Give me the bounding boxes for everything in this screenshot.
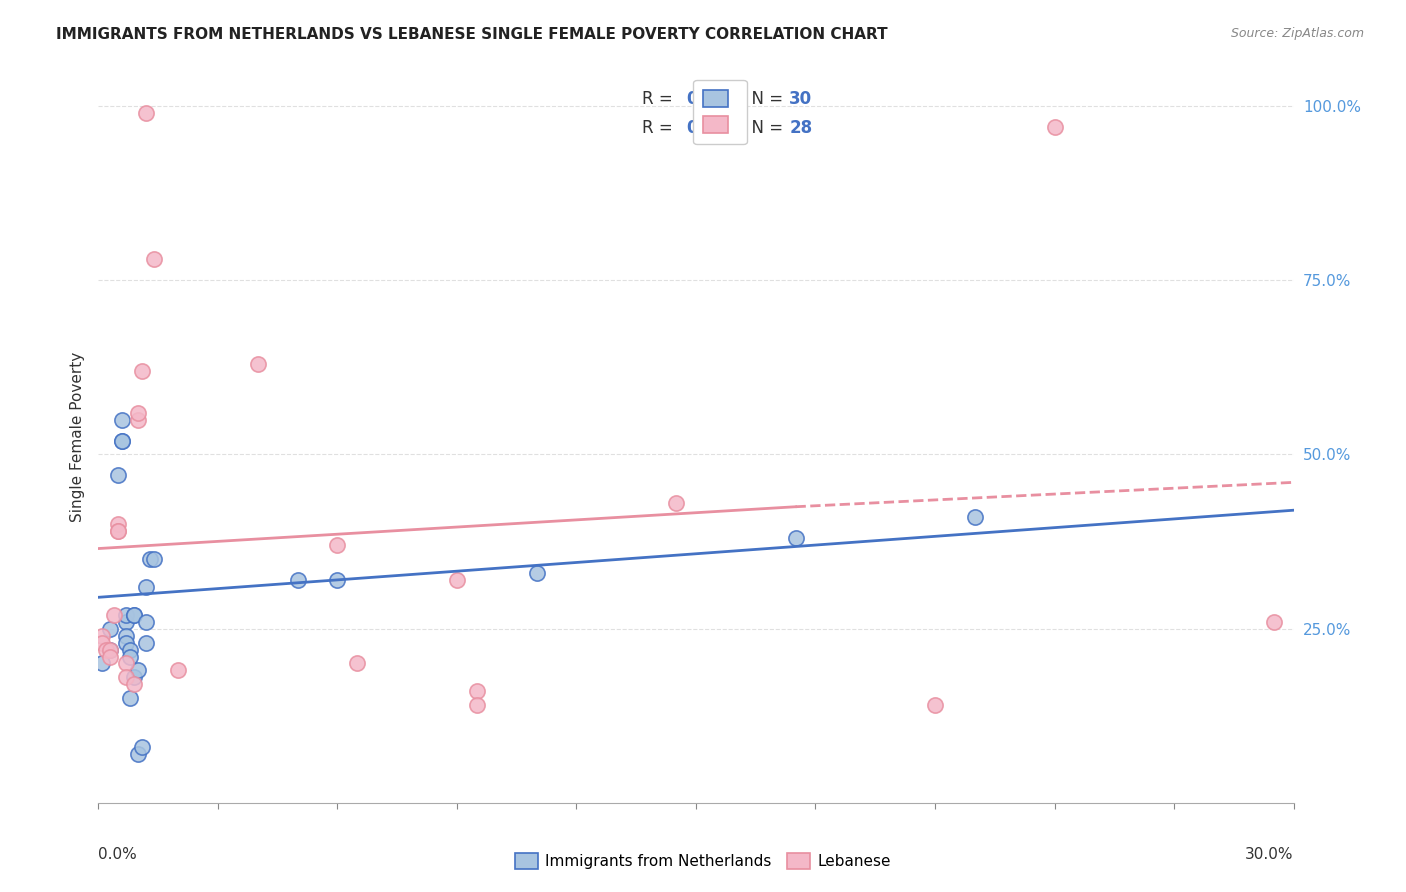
- Text: 0.0%: 0.0%: [98, 847, 138, 862]
- Immigrants from Netherlands: [100, 642, 122, 657]
- Immigrants from Netherlands: [785, 531, 807, 545]
- Lebanese: [124, 677, 146, 691]
- Immigrants from Netherlands: [124, 607, 146, 622]
- Lebanese: [115, 657, 138, 671]
- Lebanese: [115, 670, 138, 684]
- Immigrants from Netherlands: [326, 573, 349, 587]
- Lebanese: [167, 664, 190, 678]
- Text: 28: 28: [789, 119, 813, 136]
- Legend: , : ,: [693, 79, 747, 145]
- Immigrants from Netherlands: [963, 510, 986, 524]
- Immigrants from Netherlands: [100, 622, 122, 636]
- Lebanese: [346, 657, 368, 671]
- Lebanese: [100, 642, 122, 657]
- Y-axis label: Single Female Poverty: Single Female Poverty: [69, 352, 84, 522]
- Lebanese: [924, 698, 946, 713]
- Lebanese: [1263, 615, 1285, 629]
- Lebanese: [665, 496, 688, 510]
- Lebanese: [246, 357, 269, 371]
- Text: N =: N =: [741, 90, 783, 108]
- Text: N =: N =: [741, 119, 783, 136]
- Text: 0.151: 0.151: [686, 90, 738, 108]
- Immigrants from Netherlands: [526, 566, 548, 580]
- Lebanese: [1043, 120, 1066, 134]
- Lebanese: [91, 635, 114, 649]
- Text: 30.0%: 30.0%: [1246, 847, 1294, 862]
- Immigrants from Netherlands: [111, 412, 134, 426]
- Immigrants from Netherlands: [111, 434, 134, 448]
- Immigrants from Netherlands: [124, 670, 146, 684]
- Immigrants from Netherlands: [115, 629, 138, 643]
- Lebanese: [127, 406, 149, 420]
- Lebanese: [135, 106, 157, 120]
- Immigrants from Netherlands: [91, 657, 114, 671]
- Lebanese: [446, 573, 468, 587]
- Legend: Immigrants from Netherlands, Lebanese: Immigrants from Netherlands, Lebanese: [509, 847, 897, 875]
- Immigrants from Netherlands: [111, 434, 134, 448]
- Text: 0.091: 0.091: [686, 119, 740, 136]
- Immigrants from Netherlands: [135, 635, 157, 649]
- Immigrants from Netherlands: [115, 615, 138, 629]
- Lebanese: [465, 684, 488, 698]
- Immigrants from Netherlands: [139, 552, 162, 566]
- Lebanese: [96, 642, 118, 657]
- Immigrants from Netherlands: [115, 635, 138, 649]
- Lebanese: [143, 252, 166, 267]
- Text: 30: 30: [789, 90, 813, 108]
- Immigrants from Netherlands: [120, 649, 142, 664]
- Immigrants from Netherlands: [135, 615, 157, 629]
- Text: R =: R =: [643, 119, 678, 136]
- Immigrants from Netherlands: [143, 552, 166, 566]
- Lebanese: [107, 517, 129, 532]
- Lebanese: [465, 698, 488, 713]
- Immigrants from Netherlands: [115, 607, 138, 622]
- Immigrants from Netherlands: [120, 642, 142, 657]
- Immigrants from Netherlands: [120, 691, 142, 706]
- Lebanese: [103, 607, 125, 622]
- Text: R =: R =: [643, 90, 683, 108]
- Lebanese: [107, 524, 129, 538]
- Lebanese: [127, 412, 149, 426]
- Immigrants from Netherlands: [127, 664, 149, 678]
- Immigrants from Netherlands: [135, 580, 157, 594]
- Lebanese: [131, 364, 153, 378]
- Immigrants from Netherlands: [131, 740, 153, 755]
- Immigrants from Netherlands: [287, 573, 309, 587]
- Text: IMMIGRANTS FROM NETHERLANDS VS LEBANESE SINGLE FEMALE POVERTY CORRELATION CHART: IMMIGRANTS FROM NETHERLANDS VS LEBANESE …: [56, 27, 887, 42]
- Lebanese: [100, 649, 122, 664]
- Immigrants from Netherlands: [107, 468, 129, 483]
- Immigrants from Netherlands: [127, 747, 149, 761]
- Lebanese: [326, 538, 349, 552]
- Text: Source: ZipAtlas.com: Source: ZipAtlas.com: [1230, 27, 1364, 40]
- Immigrants from Netherlands: [124, 607, 146, 622]
- Lebanese: [107, 524, 129, 538]
- Lebanese: [91, 629, 114, 643]
